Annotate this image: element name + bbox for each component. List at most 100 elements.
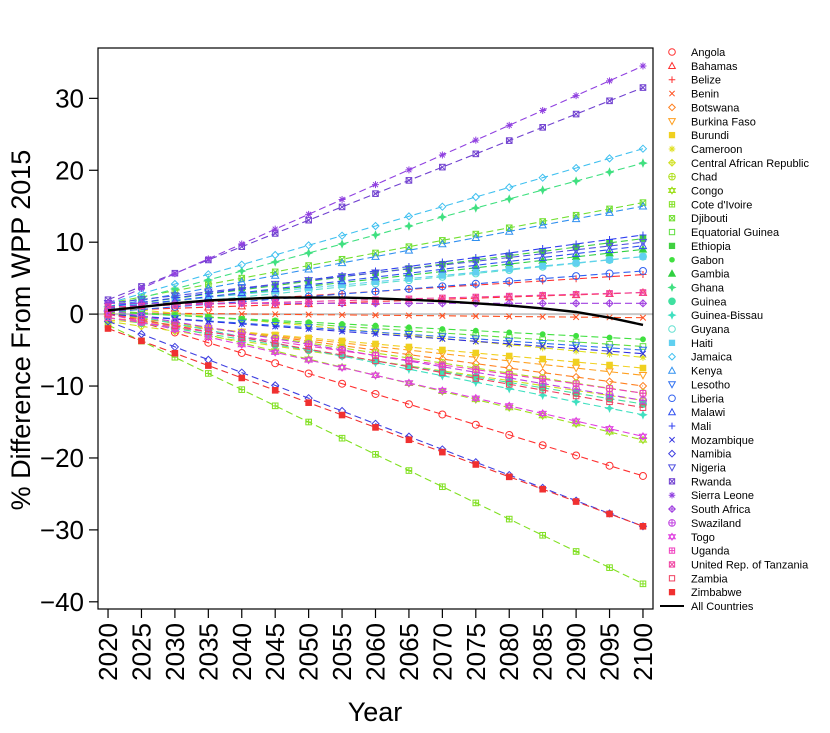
legend-label: Congo	[691, 186, 723, 198]
data-point	[171, 322, 179, 330]
legend-item-all-countries: All Countries	[660, 601, 754, 613]
data-point	[472, 499, 480, 507]
data-point	[204, 255, 212, 263]
data-point	[339, 320, 346, 327]
data-point	[505, 292, 513, 300]
data-point	[371, 370, 380, 380]
legend-label: Burundi	[691, 130, 729, 142]
data-point	[606, 97, 613, 105]
x-tick-label: 2080	[494, 623, 524, 681]
data-point	[605, 368, 614, 377]
data-point	[572, 338, 580, 346]
y-axis-title: % Difference From WPP 2015	[6, 150, 36, 511]
legend-marker	[668, 491, 676, 499]
legend-item-djibouti: Djibouti	[668, 213, 728, 225]
data-point	[604, 403, 615, 414]
data-point	[371, 272, 380, 281]
data-point	[304, 355, 314, 365]
data-point	[504, 194, 515, 204]
data-point	[438, 202, 447, 211]
legend-marker	[668, 339, 676, 346]
legend-item-mali: Mali	[668, 421, 711, 433]
legend-marker	[668, 201, 676, 208]
all-countries-line	[107, 296, 644, 327]
data-point	[371, 252, 380, 260]
data-point	[605, 154, 614, 163]
legend-item-guinea: Guinea	[668, 296, 727, 308]
data-point	[272, 311, 279, 318]
data-point	[137, 284, 145, 292]
data-point	[504, 383, 515, 394]
data-point	[538, 220, 548, 229]
x-tick-label: 2065	[394, 623, 424, 681]
legend-marker	[667, 505, 677, 514]
data-point	[537, 390, 548, 401]
data-point	[538, 274, 547, 283]
legend-marker	[667, 381, 677, 389]
data-point	[439, 335, 446, 342]
data-point	[537, 185, 548, 195]
data-point	[504, 256, 514, 265]
data-point	[438, 282, 447, 291]
data-point	[337, 231, 347, 240]
data-point	[471, 233, 481, 241]
legend-item-cote-d-ivoire: Cote d'Ivoire	[668, 199, 752, 211]
data-point	[371, 287, 380, 296]
data-point	[538, 409, 548, 418]
data-point	[337, 276, 347, 285]
data-point	[170, 279, 180, 289]
series-line	[107, 327, 644, 527]
data-point	[572, 110, 580, 118]
data-point	[606, 348, 613, 355]
data-point	[438, 151, 446, 159]
legend-item-benin: Benin	[669, 89, 719, 101]
data-point	[472, 375, 480, 382]
legend-marker	[669, 436, 675, 443]
legend-label: Angola	[691, 47, 726, 59]
data-point	[437, 386, 447, 395]
data-point	[371, 269, 380, 278]
data-point	[539, 262, 546, 270]
data-point	[404, 265, 414, 274]
data-point	[640, 336, 646, 343]
data-point	[372, 357, 379, 365]
legend-label: Liberia	[691, 393, 725, 405]
data-point	[571, 214, 581, 223]
legend-marker	[668, 575, 676, 582]
legend-label: Guinea	[691, 296, 727, 308]
data-point	[238, 320, 245, 328]
series-togo	[103, 309, 648, 441]
data-point	[638, 471, 647, 480]
legend-label: Nigeria	[691, 463, 727, 475]
data-point	[371, 389, 380, 398]
data-point	[505, 515, 513, 523]
data-point	[572, 451, 581, 460]
data-point	[472, 150, 480, 158]
data-point	[237, 288, 247, 297]
legend-label: Malawi	[691, 407, 725, 419]
data-point	[270, 280, 280, 289]
data-point	[338, 203, 346, 211]
data-point	[372, 330, 379, 338]
legend-item-gabon: Gabon	[669, 255, 724, 267]
data-point	[539, 485, 546, 493]
data-point	[304, 369, 313, 378]
data-point	[138, 337, 145, 345]
data-point	[304, 277, 313, 285]
legend-label: Ethiopia	[691, 241, 732, 253]
data-point	[639, 580, 647, 588]
data-point	[304, 241, 313, 250]
legend-label: Haiti	[691, 338, 713, 350]
legend-marker	[667, 532, 677, 541]
x-tick-label: 2085	[528, 623, 558, 681]
data-point	[171, 270, 179, 278]
data-point	[605, 344, 614, 353]
data-point	[439, 369, 446, 376]
data-point	[205, 362, 212, 369]
data-point	[304, 264, 313, 273]
legend-marker	[667, 158, 677, 167]
data-point	[405, 333, 413, 340]
data-point	[271, 359, 280, 368]
data-point	[405, 177, 413, 184]
data-point	[571, 163, 581, 173]
